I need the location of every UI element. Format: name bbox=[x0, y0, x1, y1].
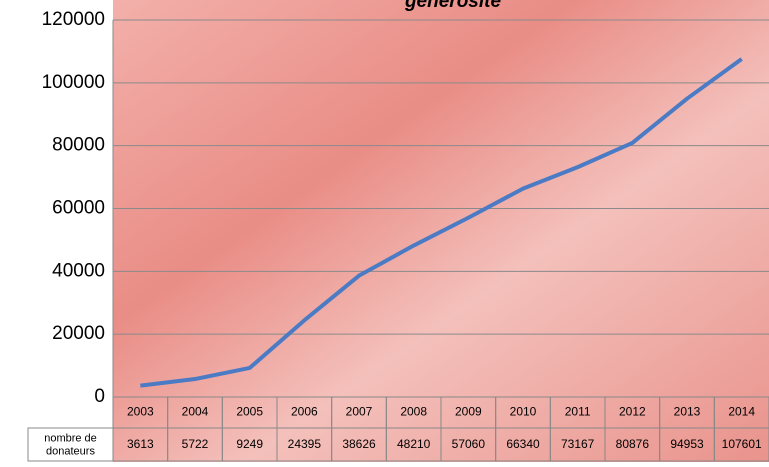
table-value: 80876 bbox=[616, 437, 650, 451]
y-tick-label: 0 bbox=[94, 386, 105, 407]
y-tick-label: 80000 bbox=[52, 135, 105, 156]
y-tick-label: 60000 bbox=[52, 198, 105, 219]
table-value: 73167 bbox=[561, 437, 595, 451]
table-value: 38626 bbox=[342, 437, 376, 451]
x-tick-label: 2007 bbox=[346, 405, 373, 419]
table-value: 5722 bbox=[182, 437, 209, 451]
chart: générosité 0 20000 40000 60000 80000 100000 12… bbox=[0, 0, 769, 462]
table-value: 9249 bbox=[236, 437, 263, 451]
x-tick-label: 2005 bbox=[236, 405, 263, 419]
table-value: 66340 bbox=[506, 437, 540, 451]
x-tick-label: 2010 bbox=[510, 405, 537, 419]
page: {"chart_data": {"type": "line", "title":… bbox=[0, 0, 769, 467]
x-tick-label: 2011 bbox=[565, 405, 591, 419]
table-value: 57060 bbox=[452, 437, 486, 451]
y-tick-label: 120000 bbox=[42, 9, 105, 30]
table-value: 3613 bbox=[127, 437, 154, 451]
x-tick-label: 2009 bbox=[455, 405, 482, 419]
x-tick-label: 2006 bbox=[291, 405, 318, 419]
table-value: 94953 bbox=[670, 437, 704, 451]
table-value: 107601 bbox=[722, 437, 762, 451]
table-value: 24395 bbox=[288, 437, 322, 451]
x-tick-label: 2008 bbox=[400, 405, 427, 419]
table-value: 48210 bbox=[397, 437, 431, 451]
x-tick-label: 2014 bbox=[728, 405, 755, 419]
y-tick-label: 100000 bbox=[42, 72, 105, 93]
chart-title: générosité bbox=[404, 0, 502, 12]
x-tick-label: 2003 bbox=[127, 405, 154, 419]
y-tick-label: 20000 bbox=[52, 323, 105, 344]
x-tick-label: 2004 bbox=[182, 405, 209, 419]
y-tick-label: 40000 bbox=[52, 260, 105, 281]
x-tick-label: 2013 bbox=[674, 405, 701, 419]
x-tick-label: 2012 bbox=[619, 405, 646, 419]
